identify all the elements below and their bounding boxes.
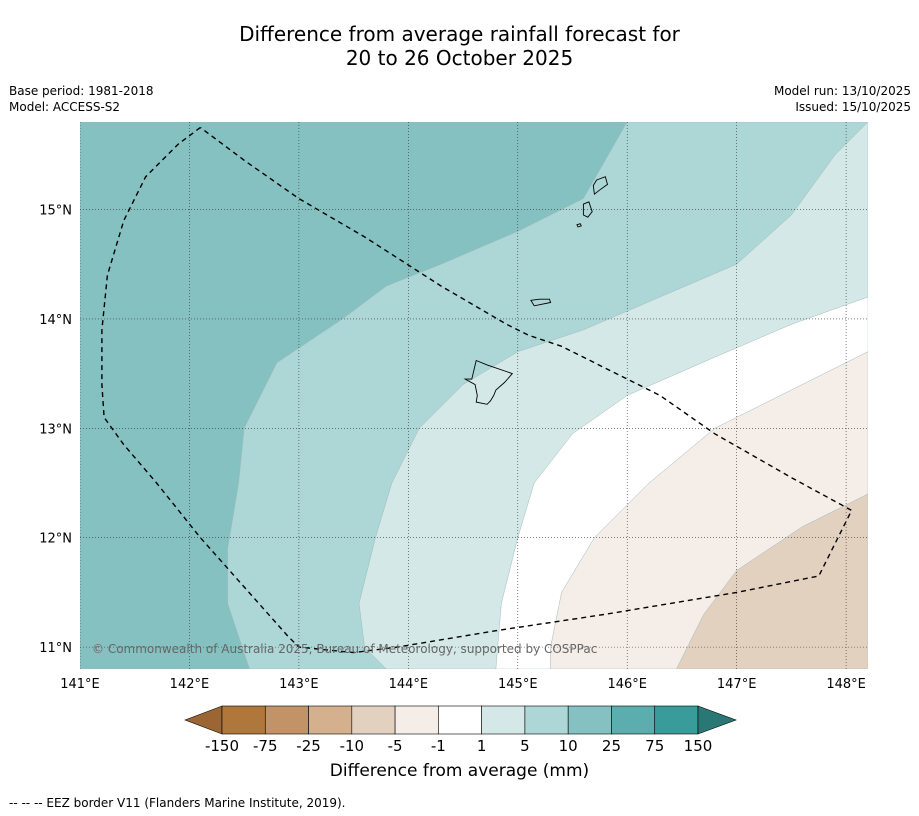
lon-tick-label: 144°E [389,677,429,692]
colorbar-segment [264,705,309,735]
zone--10--5 [676,493,868,669]
lat-tick-label: 12°N [39,532,72,547]
colorbar-segment [481,705,526,735]
island-rota [530,298,552,307]
meta-left: Base period: 1981-2018 Model: ACCESS-S2 [9,83,154,115]
colorbar-segment [567,705,612,735]
eez-footnote: -- -- -- EEZ border V11 (Flanders Marine… [9,796,346,810]
axis-ticks: 141°E 142°E 143°E 144°E 145°E 146°E 147°E 148°E… [39,204,866,692]
lon-tick-label: 143°E [279,677,319,692]
island-aguijan [576,223,582,228]
colorbar-segment [524,705,569,735]
copyright-notice: © Commonwealth of Australia 2025, Bureau… [92,642,597,656]
colorbar-segment [308,705,353,735]
eez-border [101,126,853,654]
title-line-1: Difference from average rainfall forecas… [239,22,680,46]
colorbar-tick-label: 1 [477,737,487,755]
colorbar-tick-label: 5 [520,737,530,755]
colorbar-segment [438,705,482,735]
issued-date: Issued: 15/10/2025 [795,100,911,114]
colorbar-tick-label: -5 [388,737,403,755]
island-guam [463,359,514,405]
colorbar-extend-right [697,705,737,735]
lon-tick-label: 146°E [607,677,647,692]
map-title: Difference from average rainfall forecas… [0,22,919,70]
rainfall-zones [80,122,868,669]
colorbar-extend-left [184,705,223,735]
colorbar-tick-label: -10 [340,737,365,755]
colorbar-tick-label: 25 [602,737,621,755]
colorbar-segment [654,705,699,735]
title-line-2: 20 to 26 October 2025 [345,46,574,70]
colorbar-tick-label: 75 [645,737,664,755]
lat-tick-label: 13°N [39,422,72,437]
eez-line [101,126,853,654]
base-period: Base period: 1981-2018 [9,84,154,98]
colorbar-tick-label: -1 [431,737,446,755]
island-tinian [582,201,593,218]
lon-tick-label: 147°E [717,677,757,692]
lat-tick-label: 15°N [39,204,72,219]
islands [463,176,609,405]
colorbar-tick-label: 10 [559,737,578,755]
colorbar-label: Difference from average (mm) [329,761,590,781]
model-name: Model: ACCESS-S2 [9,100,121,114]
island-saipan [592,176,609,196]
meta-right: Model run: 13/10/2025 Issued: 15/10/2025 [774,83,911,115]
colorbar-segment [351,705,396,735]
colorbar-segment [611,705,656,735]
lat-tick-label: 14°N [39,313,72,328]
colorbar-tick-label: -150 [205,737,239,755]
colorbar: -150 -75 -25 -10 -5 -1 1 5 10 25 75 150 [184,705,737,755]
colorbar-tick-label: 150 [684,737,713,755]
lon-tick-label: 142°E [170,677,210,692]
colorbar-tick-label: -75 [253,737,278,755]
model-run: Model run: 13/10/2025 [773,84,911,98]
colorbar-tick-label: -25 [296,737,321,755]
lon-tick-label: 148°E [826,677,866,692]
lat-tick-label: 11°N [39,641,72,656]
colorbar-segment [221,705,266,735]
lon-tick-label: 145°E [498,677,538,692]
colorbar-segment [394,705,439,735]
lon-tick-label: 141°E [60,677,100,692]
graticule [80,122,868,669]
